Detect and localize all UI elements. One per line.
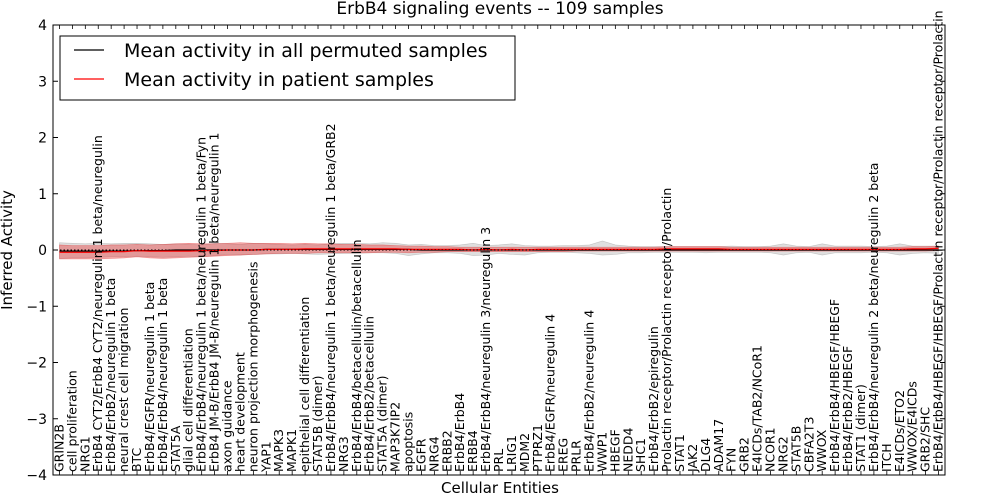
- legend-label-permuted: Mean activity in all permuted samples: [124, 40, 487, 62]
- entity-label: PRL: [491, 449, 506, 472]
- entity-label: HBEGF: [607, 429, 622, 472]
- entity-label: ErbB4/ErbB4/HBEGF/HBEGF/Prolactin recept…: [931, 10, 946, 472]
- entity-label: NRG4: [426, 436, 441, 472]
- entity-label: WWP1: [594, 432, 609, 472]
- entity-label: MAPK3: [271, 429, 286, 472]
- entity-label: neural crest cell migration: [116, 308, 131, 472]
- y-tick-label: −2: [26, 356, 47, 372]
- entity-label: ErbB4/ErbB4/HBEGF/HBEGF: [827, 299, 842, 472]
- entity-label: GRIN2B: [51, 424, 66, 472]
- entity-label: STAT5A (dimer): [375, 376, 390, 472]
- entity-label: MAPK1: [284, 429, 299, 472]
- entity-label: PRLR: [569, 440, 584, 472]
- entity-label: ADAM17: [711, 419, 726, 472]
- entity-label: ERBB4: [465, 430, 480, 472]
- entity-label: SHC1: [633, 438, 648, 472]
- entity-label: ErbB4 CYT2/ErbB4 CYT2/neuregulin 1 beta/…: [90, 135, 105, 472]
- entity-label: WWOX: [814, 429, 829, 472]
- y-tick-label: 4: [38, 18, 47, 34]
- entity-label: ErbB4/ErbB4: [452, 393, 467, 472]
- entity-label: NCOR1: [762, 427, 777, 472]
- chart-title: ErbB4 signaling events -- 109 samples: [336, 0, 663, 19]
- entity-label: FYN: [724, 448, 739, 472]
- entity-label: BTC: [129, 448, 144, 472]
- entity-label: ErbB4/ErbB4/neuregulin 2 beta/neuregulin…: [866, 163, 881, 472]
- entity-label: STAT5B: [788, 426, 803, 472]
- y-tick-label: −3: [26, 412, 47, 428]
- entity-label: glial cell differentiation: [181, 328, 196, 472]
- entity-label: STAT5A: [168, 425, 183, 472]
- entity-label: YAP1: [258, 441, 273, 473]
- entity-label: NRG3: [336, 436, 351, 472]
- entity-label: ErbB4 JM-B/ErbB4 JM-B/neuregulin 1 beta/…: [207, 133, 222, 472]
- y-tick-label: −1: [26, 299, 47, 315]
- y-tick-label: −4: [26, 468, 47, 484]
- entity-label: cell proliferation: [64, 370, 79, 472]
- entity-label: ErbB4/ErbB4/neuregulin 1 beta: [155, 278, 170, 472]
- legend-label-patient: Mean activity in patient samples: [124, 69, 434, 91]
- entity-label: ErbB4/ErbB4/betacellulin/betacellulin: [349, 239, 364, 472]
- entity-label: EREG: [556, 438, 571, 472]
- y-tick-label: 1: [38, 187, 47, 203]
- entity-label: epithelial cell differentiation: [297, 297, 312, 472]
- entity-label: ErbB4/ErbB4/neuregulin 1 beta/neuregulin…: [323, 123, 338, 472]
- entity-label: DLG4: [698, 438, 713, 472]
- entity-label: ErbB4/ErbB2/betacellulin: [362, 316, 377, 472]
- entity-label: STAT1: [672, 434, 687, 472]
- entity-label: GRB2/SHC: [918, 407, 933, 472]
- entity-label: JAK2: [685, 444, 700, 473]
- entity-label: E4ICDs/TAB2/NCoR1: [750, 345, 765, 472]
- entity-label: ErbB4/EGFR/neuregulin 1 beta: [142, 282, 157, 472]
- entity-label: NRG1: [77, 436, 92, 472]
- entity-label: NRG2: [775, 436, 790, 472]
- legend-frame: [59, 35, 516, 101]
- entity-label: MDM2: [517, 433, 532, 472]
- entity-label: apoptosis: [401, 412, 416, 472]
- entity-label: ErbB4/EGFR/neuregulin 4: [543, 314, 558, 472]
- entity-label: NEDD4: [620, 428, 635, 472]
- entity-label: PTPRZ1: [530, 424, 545, 472]
- entity-label: axon guidance: [220, 380, 235, 472]
- y-tick-label: 2: [38, 131, 47, 147]
- entity-label: Prolactin receptor/Prolactin receptor/Pr…: [659, 188, 674, 472]
- y-tick-label: 3: [38, 74, 47, 90]
- y-axis-title: Inferred Activity: [0, 190, 16, 310]
- entity-label: STAT5B (dimer): [310, 376, 325, 472]
- entity-label: ErbB4/ErbB2/neuregulin 1 beta: [103, 278, 118, 472]
- entity-label: E4ICDs/ETO2: [892, 390, 907, 472]
- entity-label: EGFR: [413, 438, 428, 472]
- y-tick-label: 0: [38, 243, 47, 259]
- entity-label: CBFA2T3: [801, 417, 816, 472]
- entity-label: neuron projection morphogenesis: [245, 261, 260, 472]
- entity-label: WWOX/E4ICDs: [905, 381, 920, 472]
- entity-label: ErbB4/ErbB4/neuregulin 3/neuregulin 3: [478, 227, 493, 472]
- entity-label: STAT1 (dimer): [853, 384, 868, 472]
- entity-label: MAP3K7IP2: [388, 402, 403, 472]
- entity-label: heart development: [232, 352, 247, 472]
- entity-label: ErbB4/ErbB2/neuregulin 4: [581, 310, 596, 472]
- entity-label: ErbB4/ErbB2/epiregulin: [646, 326, 661, 472]
- axes: −4 −3 −2 −1 0 1 2 3 4: [26, 18, 946, 484]
- entity-label: ErbB4/ErbB2/HBEGF: [840, 346, 855, 472]
- entity-label: ERBB2: [439, 430, 454, 472]
- legend: Mean activity in all permuted samples Me…: [59, 35, 516, 101]
- entity-label: ErbB4/ErbB4/neuregulin 1 beta/neuregulin…: [194, 137, 209, 472]
- entity-label: GRB2: [737, 437, 752, 472]
- x-axis-title: Cellular Entities: [441, 479, 559, 497]
- entity-label: LRIG1: [504, 435, 519, 472]
- entity-label: ITCH: [879, 443, 894, 472]
